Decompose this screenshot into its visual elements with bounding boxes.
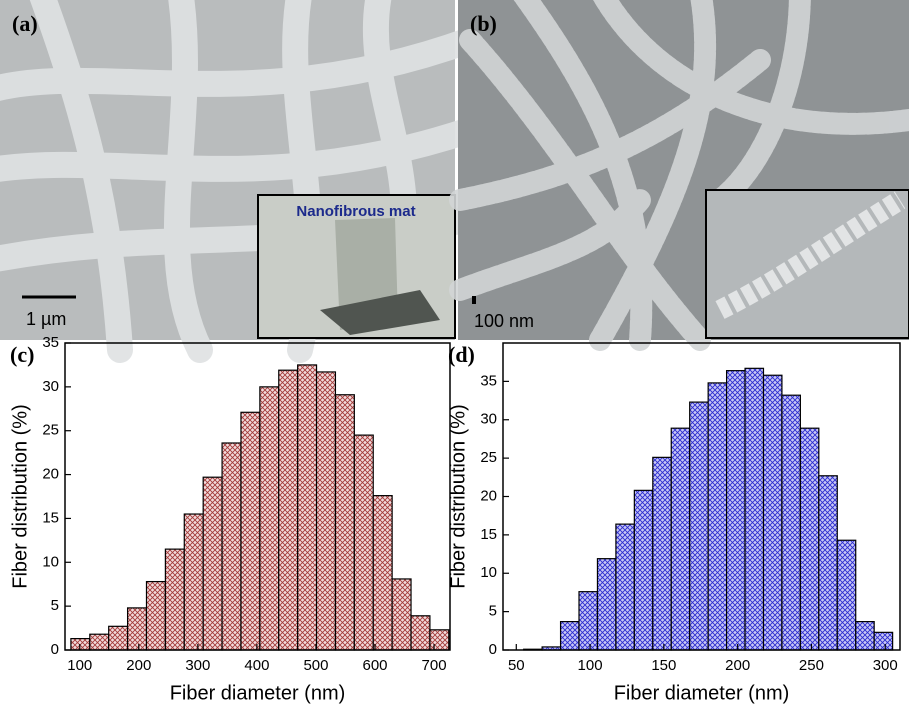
bar [836, 539, 857, 651]
y-tick-label: 10 [42, 553, 59, 570]
bar [559, 621, 580, 651]
y-tick-label: 10 [480, 564, 497, 581]
bar [315, 371, 337, 651]
bar [240, 411, 261, 651]
y-tick-label: 20 [42, 466, 59, 483]
x-tick-label: 200 [725, 657, 750, 674]
bar [334, 394, 355, 651]
bar [164, 548, 185, 651]
bar [799, 427, 820, 651]
panel-label: (b) [470, 11, 497, 36]
bar [297, 364, 318, 651]
x-axis-label: Fiber diameter (nm) [170, 682, 346, 704]
x-tick-label: 600 [362, 657, 387, 674]
y-tick-label: 0 [489, 641, 497, 658]
x-tick-label: 50 [508, 657, 525, 674]
bar [145, 580, 166, 651]
bar [372, 495, 393, 651]
y-tick-label: 15 [42, 509, 59, 526]
bar [578, 591, 599, 651]
scale-bar-label: 100 nm [474, 311, 534, 331]
y-tick-label: 20 [480, 487, 497, 504]
x-axis-label: Fiber diameter (nm) [614, 682, 790, 704]
bar [855, 621, 875, 651]
bar [202, 476, 223, 651]
y-axis-label: Fiber distribution (%) [447, 404, 469, 589]
x-tick-label: 200 [126, 657, 151, 674]
y-tick-label: 30 [42, 378, 59, 395]
y-tick-label: 5 [489, 603, 497, 620]
bar [108, 625, 129, 651]
bar [615, 523, 635, 651]
y-tick-label: 25 [480, 449, 497, 466]
bar [126, 607, 148, 651]
sem-image-a [0, 0, 483, 363]
y-tick-label: 35 [42, 334, 59, 351]
x-tick-label: 500 [303, 657, 328, 674]
bar [818, 475, 838, 651]
y-tick-label: 15 [480, 526, 497, 543]
bar [652, 456, 672, 651]
bar [278, 369, 299, 651]
bar [429, 629, 450, 651]
bar [744, 367, 765, 651]
inset-label: Nanofibrous mat [296, 203, 415, 220]
panel-label: (d) [448, 342, 475, 367]
x-tick-label: 250 [799, 657, 824, 674]
bar [725, 370, 746, 651]
sem-image-b [449, 0, 909, 351]
x-tick-label: 400 [244, 657, 269, 674]
bar [221, 442, 242, 651]
y-tick-label: 5 [51, 597, 59, 614]
x-tick-label: 300 [873, 657, 898, 674]
bar [873, 631, 894, 651]
bar [689, 401, 709, 651]
x-tick-label: 300 [185, 657, 210, 674]
panel-label: (c) [10, 342, 34, 367]
y-axis-label: Fiber distribution (%) [9, 404, 31, 589]
bar [353, 434, 374, 651]
bar [633, 489, 654, 651]
x-tick-label: 100 [67, 657, 92, 674]
y-tick-label: 0 [51, 641, 59, 658]
y-tick-label: 35 [480, 372, 497, 389]
y-tick-label: 30 [480, 411, 497, 428]
bar [410, 615, 431, 651]
bar [183, 513, 204, 651]
bar [762, 374, 783, 651]
x-tick-label: 150 [651, 657, 676, 674]
bar [596, 558, 617, 651]
x-tick-label: 700 [422, 657, 447, 674]
bar [670, 427, 691, 651]
bar [391, 578, 412, 651]
scale-bar-label: 1 µm [26, 309, 66, 329]
panel-label: (a) [12, 11, 38, 36]
x-tick-label: 100 [578, 657, 603, 674]
bar [89, 633, 110, 651]
bar [259, 386, 280, 651]
y-tick-label: 25 [42, 422, 59, 439]
bar [781, 394, 801, 651]
bar [707, 382, 728, 651]
